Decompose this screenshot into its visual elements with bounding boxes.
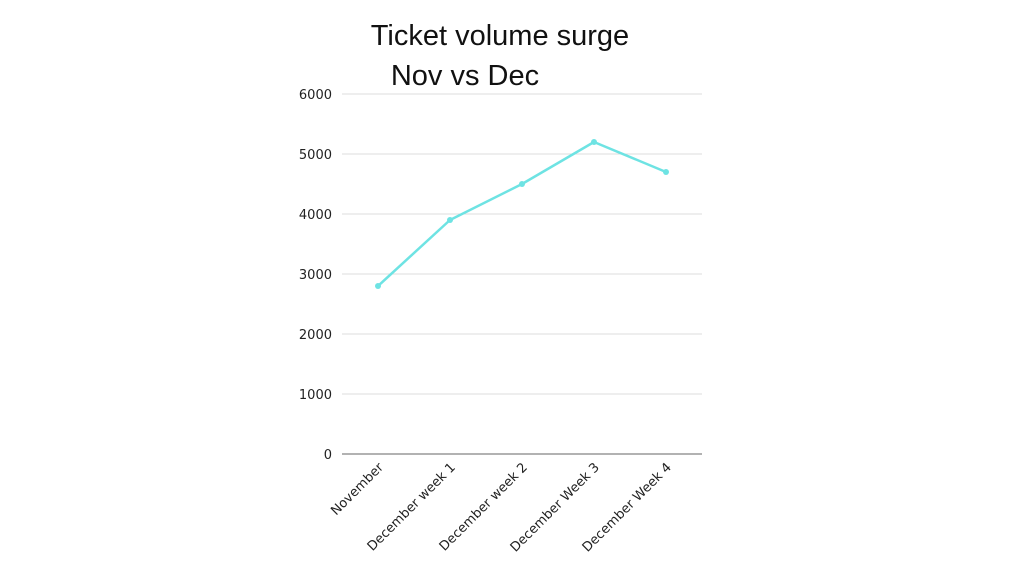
chart-subtitle: Nov vs Dec <box>390 60 540 92</box>
y-tick-label: 4000 <box>299 208 332 223</box>
data-point <box>375 283 381 289</box>
y-tick-label: 5000 <box>299 148 332 163</box>
gridlines <box>342 93 702 395</box>
data-points <box>375 139 669 289</box>
y-tick-label: 3000 <box>299 268 332 283</box>
y-tick-label: 2000 <box>299 328 332 343</box>
y-axis-ticks: 0 1000 2000 3000 4000 5000 6000 <box>299 88 332 463</box>
chart-title: Ticket volume surge <box>370 20 630 52</box>
data-point <box>447 217 453 223</box>
data-point <box>591 139 597 145</box>
data-point <box>519 181 525 187</box>
y-tick-label: 0 <box>324 448 332 463</box>
y-tick-label: 1000 <box>299 388 332 403</box>
y-tick-label: 6000 <box>299 88 332 103</box>
data-point <box>663 169 669 175</box>
x-tick-label: November <box>328 460 387 519</box>
